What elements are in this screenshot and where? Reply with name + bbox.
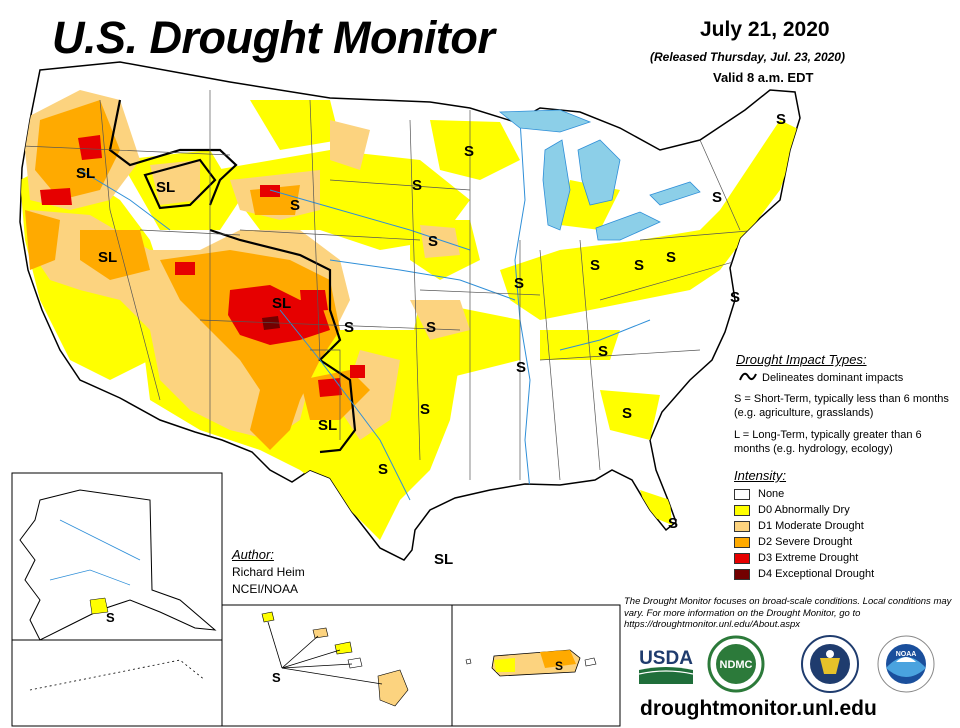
author-title: Author: [232, 547, 274, 562]
intensity-title: Intensity: [734, 468, 787, 483]
label-sl-nevada: SL [98, 249, 117, 266]
impact-types-title: Drought Impact Types: [736, 352, 867, 367]
legend-swatch [734, 568, 750, 580]
legend-d3: D3 Extreme Drought [734, 550, 858, 566]
page-title: U.S. Drought Monitor [52, 12, 495, 63]
label-s-iowa: S [514, 275, 524, 292]
impact-long-term-text: L = Long-Term, typically greater than 6 … [734, 429, 922, 455]
label-s-maine: S [776, 111, 786, 128]
label-s-pennsylvania: S [666, 249, 676, 266]
label-s-new-york: S [712, 189, 722, 206]
ndmc-logo: NDMC [707, 635, 765, 693]
label-s-south-dakota: S [412, 177, 422, 194]
disclaimer-text: The Drought Monitor focuses on broad-sca… [624, 596, 952, 630]
legend-swatch [734, 536, 750, 548]
legend-d0: D0 Abnormally Dry [734, 502, 850, 518]
commerce-seal [801, 635, 859, 693]
author-org: NCEI/NOAA [232, 582, 299, 596]
label-s-texas-central: S [378, 461, 388, 478]
usda-logo: USDA [637, 644, 695, 684]
label-sl-texas-west: SL [318, 417, 337, 434]
label-sl-texas-coast: SL [434, 551, 453, 568]
conus [19, 61, 801, 561]
label-sl-oregon: SL [76, 165, 95, 182]
label-sl-colorado: SL [272, 295, 291, 312]
legend-swatch [734, 488, 750, 500]
legend-label: D2 Severe Drought [758, 536, 853, 548]
legend-label: D3 Extreme Drought [758, 552, 859, 564]
label-s-oklahoma: S [420, 401, 430, 418]
label-s-hawaii: S [272, 670, 281, 685]
label-s-kansas-west: S [344, 319, 354, 336]
alaska-inset: S [11, 472, 223, 727]
noaa-logo-text: NOAA [896, 651, 917, 658]
legend-swatch [734, 552, 750, 564]
legend-d2: D2 Severe Drought [734, 534, 852, 550]
ndmc-logo-text: NDMC [720, 659, 753, 671]
legend-label: D0 Abnormally Dry [758, 504, 850, 516]
label-s-virginia: S [598, 343, 608, 360]
legend-none: None [734, 486, 784, 502]
label-s-nebraska: S [428, 233, 438, 250]
impact-delineates-text: Delineates dominant impacts [762, 372, 904, 384]
label-s-kansas-east: S [426, 319, 436, 336]
release-date: (Released Thursday, Jul. 23, 2020) [650, 50, 845, 64]
website-link[interactable]: droughtmonitor.unl.edu [640, 697, 877, 720]
legend-swatch [734, 520, 750, 532]
legend-swatch [734, 504, 750, 516]
impact-line-symbol [739, 372, 757, 381]
noaa-logo: NOAA [877, 635, 935, 693]
puerto-rico-inset: S [451, 604, 621, 727]
great-lakes [498, 109, 701, 241]
label-s-indiana: S [590, 257, 600, 274]
usda-logo-text: USDA [639, 648, 693, 669]
impact-short-term-text: S = Short-Term, typically less than 6 mo… [734, 393, 949, 419]
label-s-maryland: S [730, 289, 740, 306]
legend-d1: D1 Moderate Drought [734, 518, 864, 534]
hawaii-inset: S [221, 604, 453, 727]
label-s-florida: S [668, 515, 678, 532]
label-s-alaska: S [106, 610, 115, 625]
label-s-missouri: S [516, 359, 526, 376]
impact-lines [108, 99, 357, 454]
valid-time: Valid 8 a.m. EDT [713, 70, 814, 85]
map-date: July 21, 2020 [700, 18, 830, 41]
legend-label: D1 Moderate Drought [758, 520, 864, 532]
d3-areas [40, 135, 365, 397]
label-s-georgia: S [622, 405, 632, 422]
author-name: Richard Heim [232, 565, 305, 579]
legend-label: D4 Exceptional Drought [758, 568, 875, 580]
label-s-puerto-rico: S [555, 659, 563, 673]
legend-d4: D4 Exceptional Drought [734, 566, 874, 582]
state-lines [20, 90, 761, 481]
label-s-wyoming: S [290, 197, 300, 214]
label-sl-idaho: SL [156, 179, 175, 196]
legend-label: None [758, 488, 785, 500]
label-s-ohio: S [634, 257, 644, 274]
label-s-minnesota: S [464, 143, 474, 160]
